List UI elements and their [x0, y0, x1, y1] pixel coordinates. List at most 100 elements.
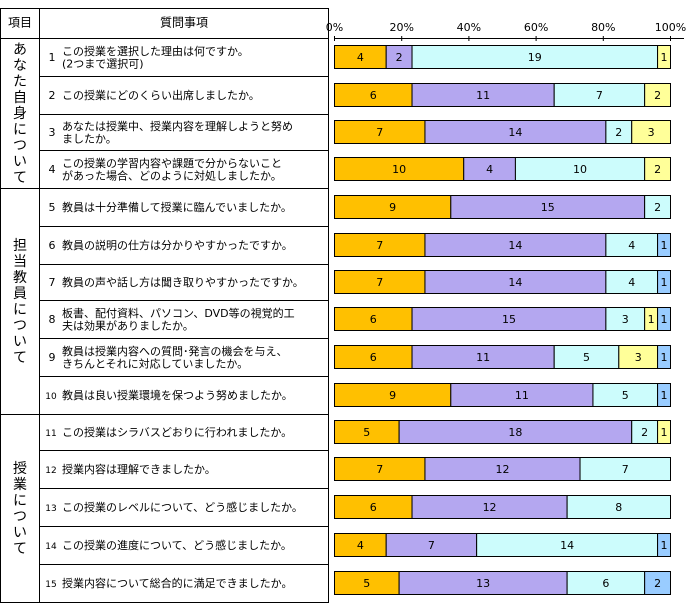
question-number: 14 [45, 542, 57, 552]
bar-value-label: 8 [615, 501, 622, 514]
bar-value-label: 14 [560, 539, 574, 552]
bar-segment [644, 195, 672, 219]
bar-value-label: 1 [661, 426, 668, 439]
x-tick-label: 80% [591, 21, 615, 34]
bar-segment [657, 307, 671, 331]
bar-row: 9 15 2 [334, 195, 672, 219]
bar-value-label: 9 [389, 201, 396, 214]
bar-value-label: 3 [648, 126, 655, 139]
question-text: 教員は良い授業環境を保つよう努めましたか。 [62, 388, 293, 402]
question-text: 教員の声や話し方は聞き取りやすかったですか。 [62, 275, 304, 289]
question-text: 授業内容は理解できましたか。 [62, 462, 216, 476]
bar-value-label: 1 [661, 389, 668, 402]
question-cell [39, 188, 329, 227]
bar-value-label: 18 [508, 426, 522, 439]
bar-row: 6 15 3 1 1 [334, 307, 671, 331]
bar-value-label: 15 [502, 313, 516, 326]
bar-segment [657, 270, 671, 294]
bar-segment [631, 120, 672, 144]
bar-value-label: 11 [515, 389, 529, 402]
bar-value-label: 19 [528, 51, 542, 64]
bar-row: 5 18 2 1 [334, 420, 671, 444]
bar-value-label: 12 [496, 463, 510, 476]
question-number: 15 [45, 580, 56, 590]
header-item-cell [0, 8, 40, 39]
bar-segment [644, 157, 672, 181]
section-cell [0, 188, 40, 415]
bar-value-label: 7 [376, 239, 383, 252]
question-text: 教員は十分準備して授業に臨んでいましたか。 [62, 200, 292, 214]
question-number: 10 [45, 392, 57, 402]
bar-value-label: 14 [508, 126, 522, 139]
bar-value-label: 5 [363, 577, 370, 590]
bar-value-label: 11 [476, 89, 490, 102]
bars: 4 2 19 16 11 7 27 14 2 310 4 10 29 15 27 14 4 17 14 4 16 15 3 1… [334, 45, 672, 595]
bar-segment [579, 457, 671, 481]
x-tick-label: 40% [457, 21, 481, 34]
bar-value-label: 5 [363, 426, 370, 439]
bar-value-label: 4 [628, 276, 635, 289]
section-cell [0, 38, 40, 189]
bar-value-label: 1 [661, 276, 668, 289]
question-text: この授業にどのくらい出席しましたか。 [62, 88, 260, 102]
bar-value-label: 12 [483, 501, 497, 514]
bar-row: 9 11 5 1 [334, 383, 671, 407]
bar-segment [657, 420, 671, 444]
bar-row: 4 7 14 1 [334, 533, 671, 557]
bar-value-label: 10 [573, 163, 587, 176]
header-question-label: 質問事項 [160, 15, 208, 30]
bar-value-label: 2 [396, 51, 403, 64]
question-cell [39, 414, 329, 451]
bar-value-label: 2 [654, 89, 661, 102]
section-label: 担当教員について [13, 238, 27, 366]
question-text: この授業のレベルについて、どう感じましたか。 [62, 500, 303, 514]
bar-segment [657, 45, 671, 69]
bar-value-label: 2 [615, 126, 622, 139]
question-number: 6 [49, 239, 56, 252]
bar-value-label: 14 [508, 276, 522, 289]
bar-value-label: 14 [508, 239, 522, 252]
bar-value-label: 4 [357, 539, 364, 552]
question-number: 3 [49, 126, 56, 139]
bar-row: 4 2 19 1 [334, 45, 671, 69]
question-number: 12 [45, 466, 56, 476]
bar-row: 7 14 4 1 [334, 270, 671, 294]
bar-value-label: 15 [541, 201, 555, 214]
bar-segment [566, 495, 671, 519]
bar-value-label: 7 [376, 463, 383, 476]
bar-segment [644, 571, 672, 595]
question-cell [39, 376, 329, 415]
question-number: 8 [49, 313, 56, 326]
bar-row: 6 11 7 2 [334, 83, 672, 107]
question-text: あなたは授業中、授業内容を理解しようと努めましたか。 [62, 119, 293, 146]
question-number: 5 [49, 201, 56, 214]
bar-row: 6 11 5 3 1 [334, 345, 671, 369]
question-number: 7 [49, 276, 56, 289]
question-number: 1 [49, 51, 56, 64]
question-cell [39, 450, 329, 489]
bar-value-label: 5 [622, 389, 629, 402]
question-cell [39, 564, 329, 603]
bar-value-label: 6 [602, 577, 609, 590]
bar-value-label: 10 [392, 163, 406, 176]
bar-segment [657, 533, 671, 557]
section-cell [0, 414, 40, 603]
x-tick-label: 100% [655, 21, 686, 34]
bar-value-label: 6 [370, 313, 377, 326]
bar-row: 5 13 6 2 [334, 571, 672, 595]
question-cell [39, 150, 329, 189]
question-text: 授業内容について総合的に満足できましたか。 [62, 576, 292, 590]
question-text: この授業はシラバスどおりに行われましたか。 [62, 425, 292, 439]
question-cell [39, 300, 329, 339]
x-axis: 0% 20% 40% 60% 80% 100% [326, 21, 686, 41]
question-cell [39, 38, 329, 77]
bar-value-label: 7 [596, 89, 603, 102]
bar-row: 7 14 2 3 [334, 120, 672, 144]
bar-value-label: 4 [628, 239, 635, 252]
bar-value-label: 4 [357, 51, 364, 64]
x-tick-label: 60% [524, 21, 548, 34]
header-question-cell [39, 8, 329, 39]
bar-value-label: 7 [428, 539, 435, 552]
